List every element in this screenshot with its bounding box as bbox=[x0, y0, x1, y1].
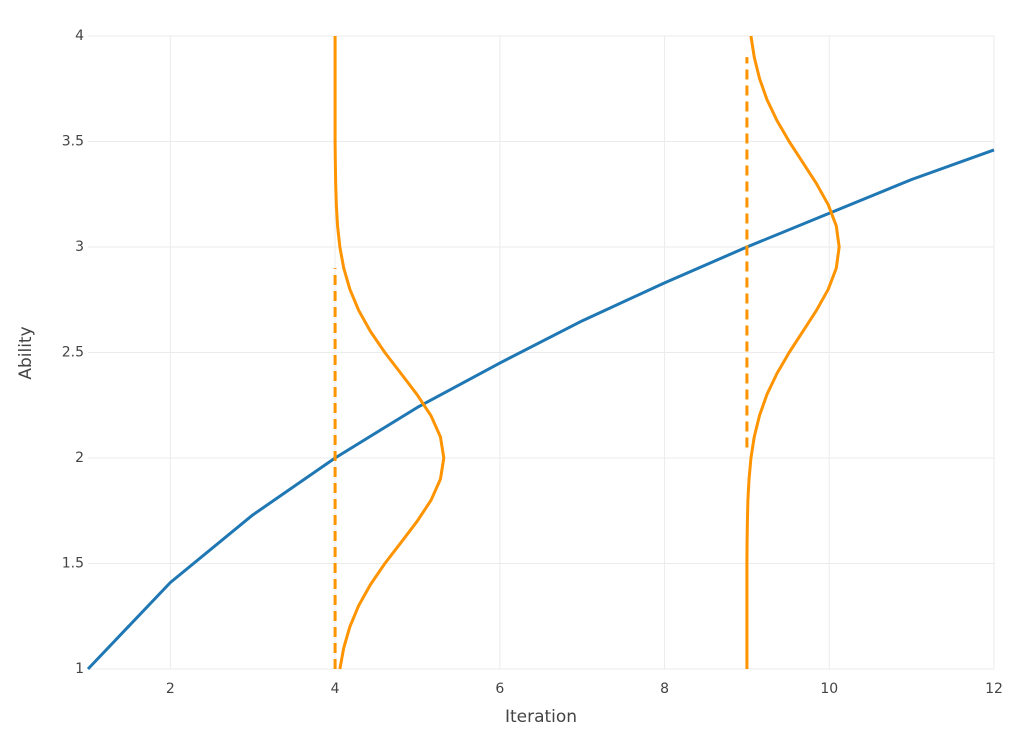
y-tick-label: 2 bbox=[75, 450, 84, 466]
x-tick-label: 8 bbox=[660, 681, 669, 697]
x-tick-label: 4 bbox=[331, 681, 340, 697]
data-line bbox=[745, 35, 841, 669]
y-tick-label: 3.5 bbox=[62, 134, 84, 150]
y-tick-label: 1.5 bbox=[62, 556, 84, 572]
x-tick-label: 6 bbox=[495, 681, 504, 697]
y-tick-label: 1 bbox=[75, 661, 84, 677]
x-tick-label: 12 bbox=[985, 681, 1003, 697]
y-tick-label: 4 bbox=[75, 28, 84, 44]
x-axis-title: Iteration bbox=[505, 707, 577, 727]
x-tick-label: 2 bbox=[166, 681, 175, 697]
y-tick-label: 2.5 bbox=[62, 345, 84, 361]
data-line bbox=[86, 148, 995, 671]
y-axis-title: Ability bbox=[16, 326, 36, 379]
data-line bbox=[333, 36, 446, 670]
x-tick-label: 10 bbox=[820, 681, 838, 697]
y-tick-label: 3 bbox=[75, 239, 84, 255]
